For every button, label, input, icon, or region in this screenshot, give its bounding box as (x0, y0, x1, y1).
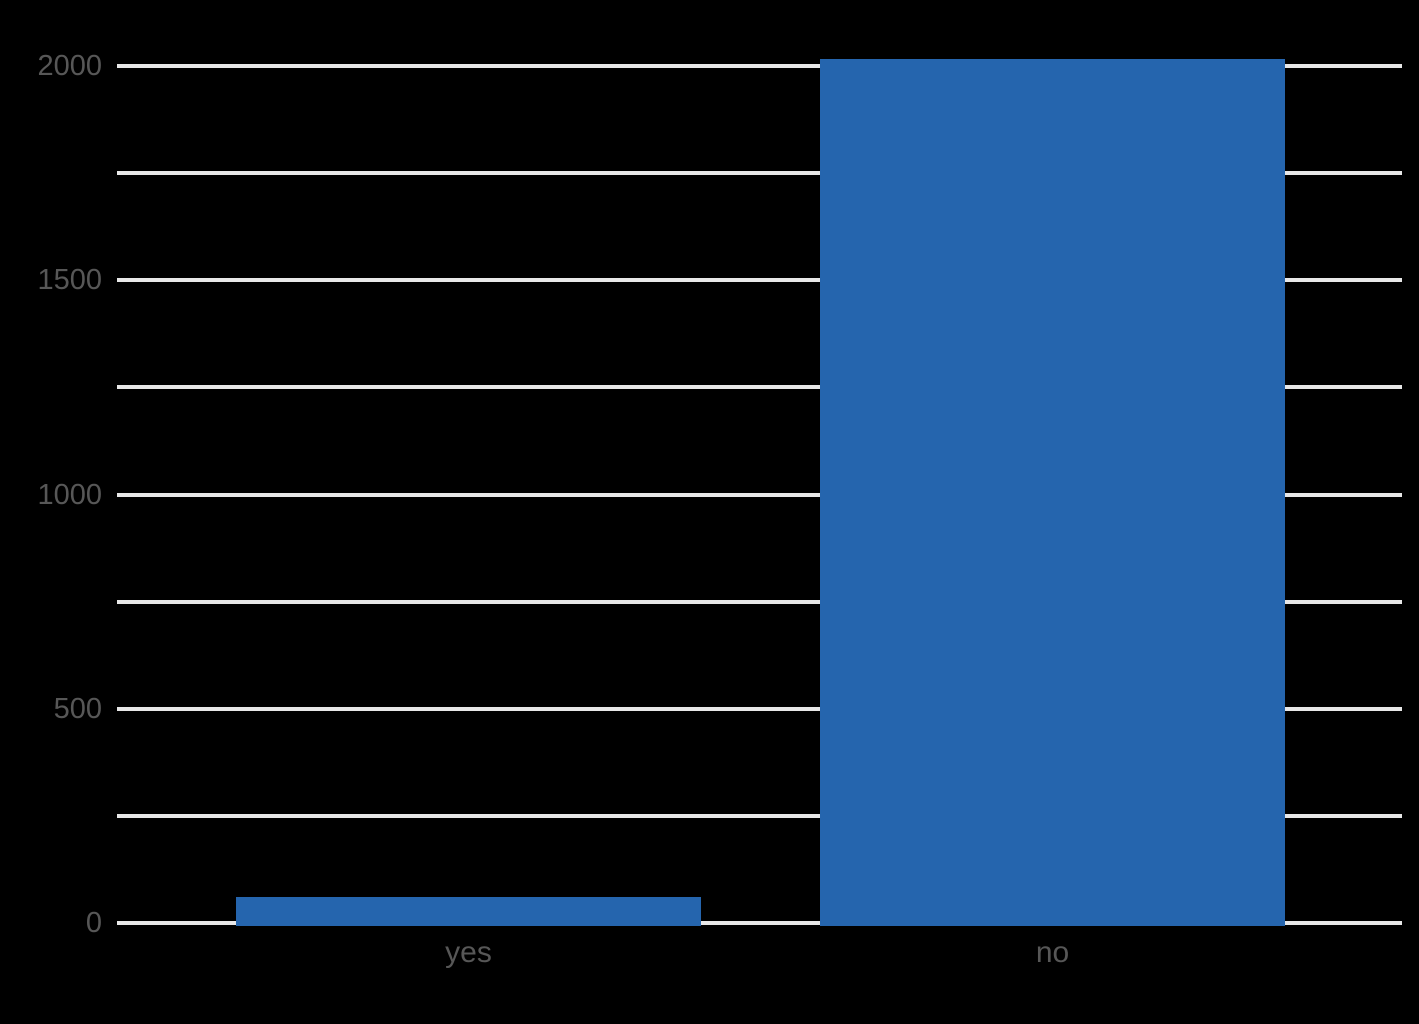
bar-no (820, 58, 1285, 926)
y-axis-tick-label-1500: 1500 (37, 264, 102, 297)
gridline-y-2000 (117, 64, 1402, 68)
gridline-y-750 (117, 599, 1402, 604)
x-axis-category-label-yes: yes (445, 936, 492, 969)
gridline-y-1500 (117, 278, 1402, 283)
gridline-y-500 (117, 706, 1402, 711)
y-axis-tick-label-500: 500 (53, 692, 102, 725)
gridline-y-0 (117, 921, 1402, 925)
y-axis-tick-label-0: 0 (85, 907, 102, 939)
y-axis-tick-label-2000: 2000 (37, 50, 102, 82)
bar-yes (236, 897, 701, 926)
gridline-y-1750 (117, 171, 1402, 176)
gridline-y-1250 (117, 385, 1402, 390)
y-axis-tick-label-1000: 1000 (37, 478, 102, 511)
gridline-y-250 (117, 813, 1402, 818)
gridline-y-1000 (117, 492, 1402, 497)
x-axis-category-label-no: no (1035, 936, 1070, 969)
